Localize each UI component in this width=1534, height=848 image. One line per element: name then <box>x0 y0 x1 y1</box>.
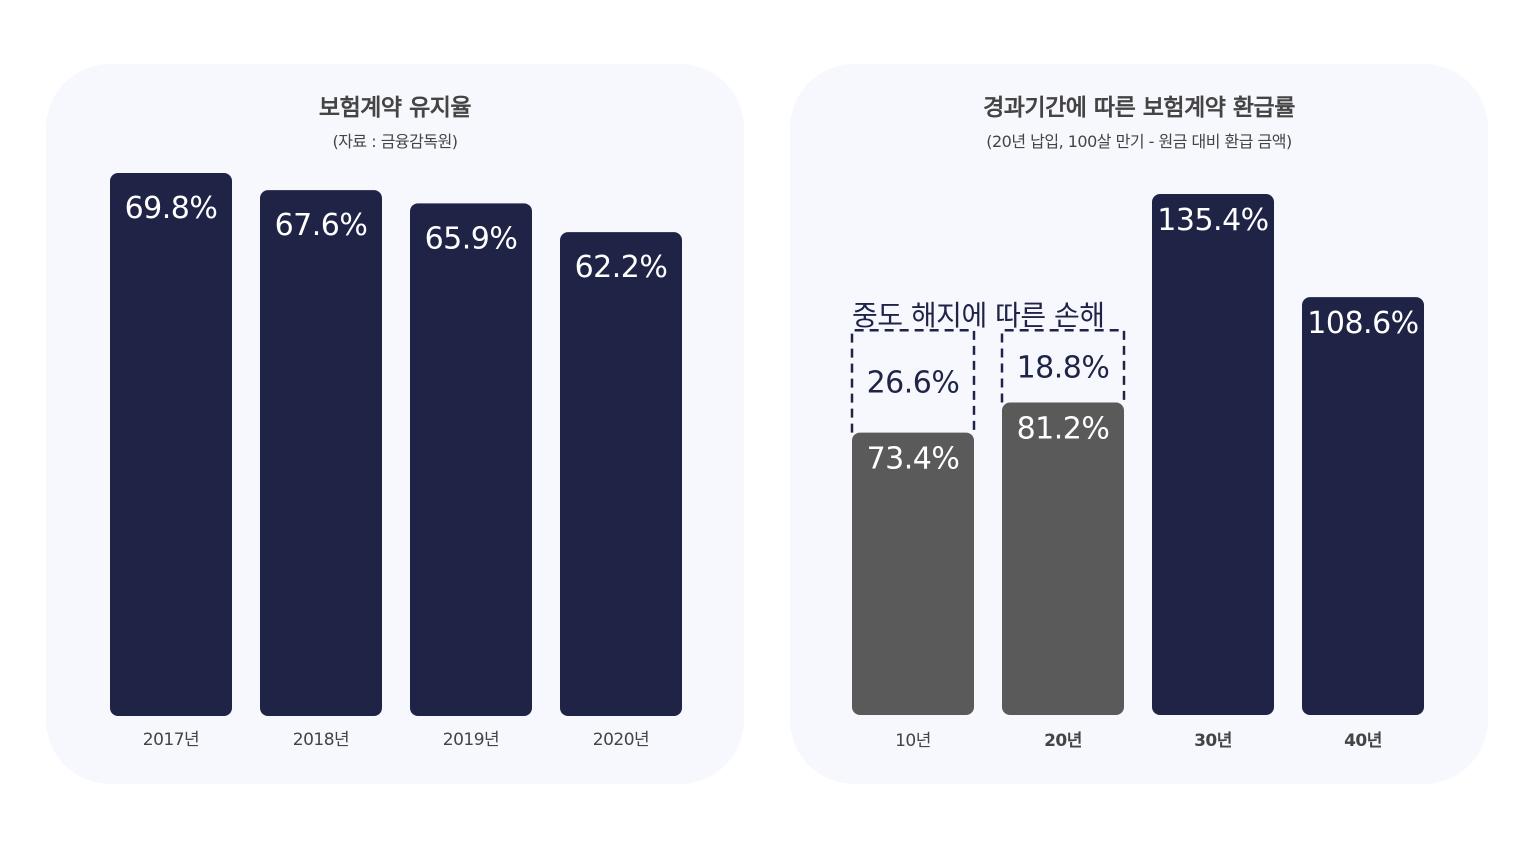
retention-bar-value: 69.8% <box>125 191 218 226</box>
refund-bar-value: 135.4% <box>1157 203 1268 238</box>
refund-bar <box>852 432 974 715</box>
refund-bar-value: 81.2% <box>1017 412 1110 447</box>
refund-loss-segment <box>850 328 976 433</box>
retention-bar <box>410 203 532 716</box>
refund-bar <box>1002 402 1124 715</box>
refund-x-tick-label: 30년 <box>1194 731 1232 751</box>
refund-x-tick-label: 10년 <box>895 731 931 751</box>
refund-loss-value: 18.8% <box>1017 350 1110 385</box>
retention-bar-value: 62.2% <box>575 250 668 285</box>
retention-bar-value: 65.9% <box>425 221 518 256</box>
retention-x-tick-label: 2018년 <box>293 730 349 750</box>
retention-bar <box>110 173 232 716</box>
retention-x-tick-label: 2019년 <box>443 730 499 750</box>
refund-chart-subtitle: (20년 납입, 100살 만기 - 원금 대비 환급 금액) <box>986 132 1292 151</box>
refund-x-tick-label: 20년 <box>1044 731 1082 751</box>
retention-chart-title: 보험계약 유지율 <box>318 95 472 121</box>
refund-loss-segment <box>1000 328 1126 403</box>
refund-bar <box>1302 297 1424 715</box>
loss-annotation: 중도 해지에 따른 손해 <box>852 299 1105 332</box>
retention-bar <box>560 232 682 716</box>
refund-bar <box>1152 194 1274 715</box>
retention-x-tick-label: 2017년 <box>143 730 199 750</box>
refund-loss-value: 26.6% <box>867 365 960 400</box>
refund-bar-value: 108.6% <box>1307 306 1418 341</box>
retention-bar-value: 67.6% <box>275 208 368 243</box>
retention-chart-subtitle: (자료 : 금융감독원) <box>332 132 458 151</box>
refund-chart-title: 경과기간에 따른 보험계약 환급률 <box>983 95 1295 121</box>
refund-bar-value: 73.4% <box>867 442 960 477</box>
retention-x-tick-label: 2020년 <box>593 730 649 750</box>
retention-bar <box>260 190 382 716</box>
refund-x-tick-label: 40년 <box>1344 731 1382 751</box>
